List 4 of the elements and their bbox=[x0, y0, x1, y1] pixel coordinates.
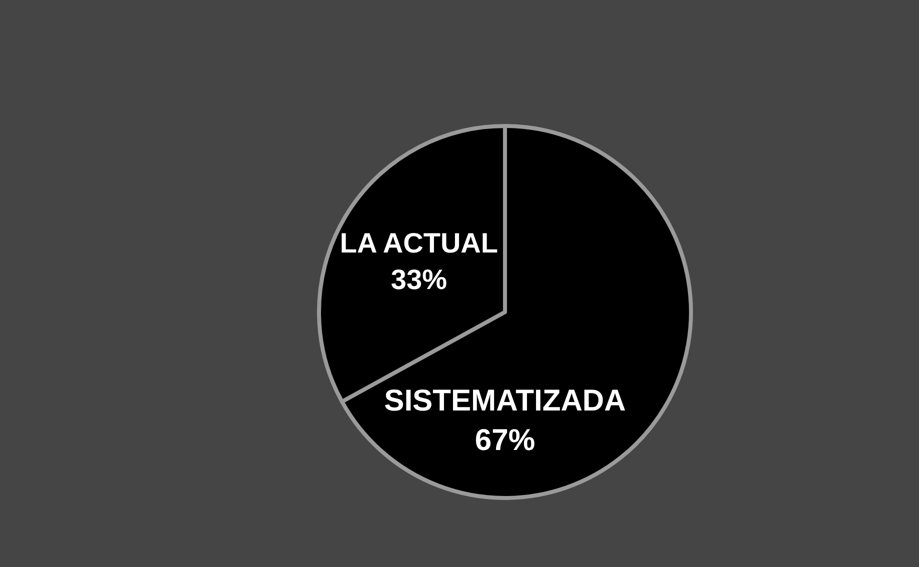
data-label: 33% bbox=[390, 264, 448, 295]
slice-label: SISTEMATIZADA bbox=[384, 384, 626, 418]
slice-label: LA ACTUAL bbox=[340, 228, 498, 259]
data-label: 67% bbox=[474, 424, 536, 457]
